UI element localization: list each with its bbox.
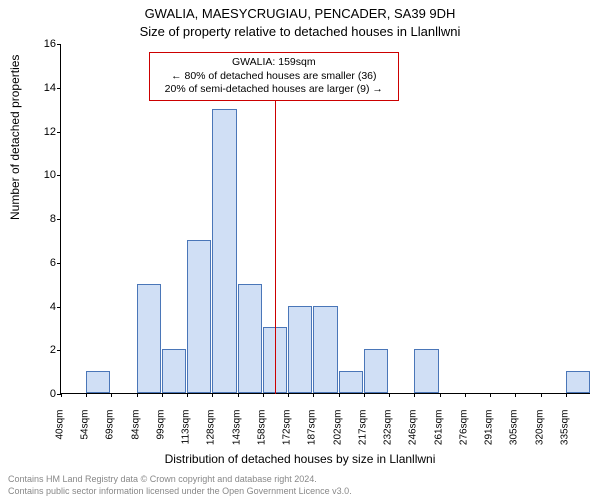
- x-tick-label: 320sqm: [534, 410, 545, 470]
- x-tick-mark: [288, 393, 289, 397]
- annotation-line: ← 80% of detached houses are smaller (36…: [156, 70, 392, 84]
- histogram-bar: [414, 349, 438, 393]
- x-tick-mark: [515, 393, 516, 397]
- histogram-bar: [288, 306, 312, 394]
- histogram-bar: [566, 371, 590, 393]
- x-tick-mark: [465, 393, 466, 397]
- x-tick-label: 261sqm: [433, 410, 444, 470]
- x-tick-label: 335sqm: [559, 410, 570, 470]
- x-tick-label: 113sqm: [181, 410, 192, 470]
- histogram-bar: [187, 240, 211, 393]
- x-tick-mark: [137, 393, 138, 397]
- y-tick-label: 4: [31, 301, 56, 313]
- y-tick-mark: [57, 175, 61, 176]
- y-tick-label: 6: [31, 257, 56, 269]
- y-tick-label: 12: [31, 126, 56, 138]
- x-tick-label: 217sqm: [357, 410, 368, 470]
- x-tick-mark: [339, 393, 340, 397]
- x-tick-label: 40sqm: [55, 410, 66, 470]
- y-tick-label: 8: [31, 213, 56, 225]
- x-tick-label: 291sqm: [484, 410, 495, 470]
- x-tick-label: 84sqm: [130, 410, 141, 470]
- x-tick-mark: [162, 393, 163, 397]
- x-tick-label: 246sqm: [408, 410, 419, 470]
- x-tick-label: 172sqm: [282, 410, 293, 470]
- x-tick-mark: [238, 393, 239, 397]
- x-tick-mark: [541, 393, 542, 397]
- x-tick-label: 54sqm: [80, 410, 91, 470]
- histogram-bar: [162, 349, 186, 393]
- x-tick-mark: [566, 393, 567, 397]
- y-tick-mark: [57, 132, 61, 133]
- annotation-line: GWALIA: 159sqm: [156, 56, 392, 70]
- x-tick-mark: [313, 393, 314, 397]
- y-tick-mark: [57, 88, 61, 89]
- x-tick-mark: [86, 393, 87, 397]
- histogram-bar: [339, 371, 363, 393]
- chart-title-line1: GWALIA, MAESYCRUGIAU, PENCADER, SA39 9DH: [0, 6, 600, 21]
- y-tick-label: 2: [31, 344, 56, 356]
- histogram-bar: [86, 371, 110, 393]
- y-tick-mark: [57, 44, 61, 45]
- footer-copyright-1: Contains HM Land Registry data © Crown c…: [8, 474, 317, 484]
- x-tick-mark: [187, 393, 188, 397]
- histogram-bar: [238, 284, 262, 393]
- x-tick-label: 187sqm: [307, 410, 318, 470]
- x-tick-label: 69sqm: [105, 410, 116, 470]
- x-tick-label: 99sqm: [155, 410, 166, 470]
- x-tick-label: 276sqm: [458, 410, 469, 470]
- x-tick-mark: [414, 393, 415, 397]
- y-tick-mark: [57, 263, 61, 264]
- x-tick-label: 128sqm: [206, 410, 217, 470]
- x-tick-mark: [61, 393, 62, 397]
- x-tick-label: 305sqm: [509, 410, 520, 470]
- chart-subtitle: Size of property relative to detached ho…: [0, 24, 600, 39]
- x-tick-mark: [111, 393, 112, 397]
- y-tick-label: 14: [31, 82, 56, 94]
- y-tick-label: 10: [31, 169, 56, 181]
- annotation-box: GWALIA: 159sqm← 80% of detached houses a…: [149, 52, 399, 101]
- x-tick-label: 232sqm: [383, 410, 394, 470]
- reference-line: [275, 100, 276, 394]
- y-axis-label: Number of detached properties: [8, 55, 22, 220]
- histogram-bar: [313, 306, 337, 394]
- y-tick-label: 0: [31, 388, 56, 400]
- x-tick-mark: [440, 393, 441, 397]
- x-tick-label: 143sqm: [231, 410, 242, 470]
- y-tick-mark: [57, 307, 61, 308]
- x-tick-mark: [263, 393, 264, 397]
- x-tick-label: 158sqm: [256, 410, 267, 470]
- histogram-bar: [212, 109, 236, 393]
- y-tick-mark: [57, 219, 61, 220]
- x-tick-mark: [212, 393, 213, 397]
- histogram-bar: [364, 349, 388, 393]
- annotation-line: 20% of semi-detached houses are larger (…: [156, 83, 392, 97]
- footer-copyright-2: Contains public sector information licen…: [8, 486, 352, 496]
- x-tick-mark: [389, 393, 390, 397]
- y-tick-label: 16: [31, 38, 56, 50]
- y-tick-mark: [57, 350, 61, 351]
- x-tick-label: 202sqm: [332, 410, 343, 470]
- histogram-bar: [137, 284, 161, 393]
- x-tick-mark: [490, 393, 491, 397]
- x-tick-mark: [364, 393, 365, 397]
